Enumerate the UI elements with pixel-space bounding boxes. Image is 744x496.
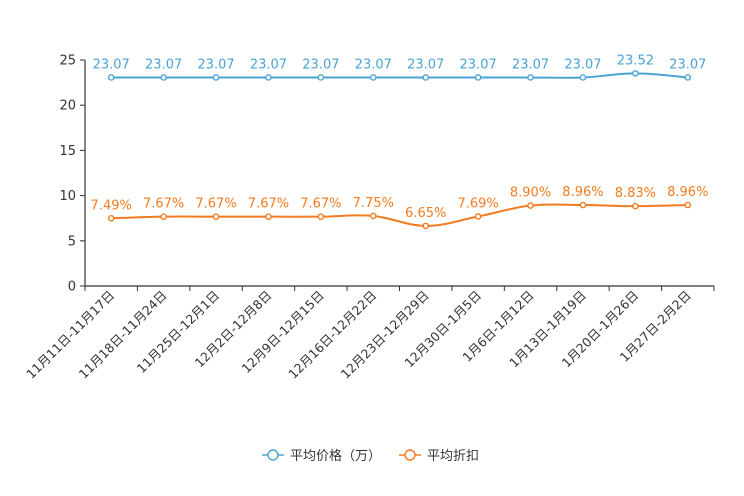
data-label: 23.07	[197, 57, 234, 72]
data-point[interactable]	[632, 202, 639, 210]
data-point[interactable]	[317, 213, 325, 220]
y-tick-label: 0	[68, 280, 76, 295]
data-label: 8.90%	[510, 186, 551, 201]
legend-marker-icon	[267, 449, 279, 461]
data-label: 8.83%	[615, 186, 656, 201]
data-label: 7.69%	[457, 196, 498, 211]
y-tick-label: 10	[59, 189, 76, 204]
data-label: 7.67%	[248, 197, 289, 212]
data-label: 23.07	[460, 57, 497, 72]
x-tick-label: 12月16日-12月22日	[285, 288, 379, 382]
data-point[interactable]	[212, 74, 220, 81]
data-label: 7.49%	[91, 198, 132, 213]
data-label: 23.52	[617, 53, 654, 68]
data-point[interactable]	[160, 74, 167, 81]
data-point[interactable]	[107, 74, 115, 81]
data-point[interactable]	[422, 222, 430, 230]
data-label: 23.07	[250, 57, 287, 72]
data-point[interactable]	[527, 74, 534, 81]
y-tick-label: 15	[59, 144, 76, 159]
y-tick-label: 5	[68, 234, 76, 249]
data-point[interactable]	[265, 74, 272, 81]
data-point[interactable]	[369, 74, 377, 81]
data-label: 7.67%	[143, 197, 184, 212]
legend-item-0[interactable]: 平均价格（万）	[262, 448, 381, 464]
data-point[interactable]	[369, 212, 377, 220]
x-tick-label: 11月11日-11月17日	[23, 288, 117, 382]
series-line-0	[111, 72, 688, 79]
data-label: 7.75%	[353, 196, 394, 211]
data-label: 23.07	[302, 57, 339, 72]
data-labels: 23.07 23.07 23.07 23.07 23.07 23.07 23.07 23.07…	[91, 53, 709, 221]
data-point[interactable]	[265, 213, 272, 220]
data-point[interactable]	[684, 74, 692, 81]
series-layer	[107, 70, 692, 230]
legend-label: 平均价格（万）	[290, 448, 381, 464]
data-point[interactable]	[474, 213, 482, 220]
data-point[interactable]	[107, 214, 115, 222]
data-label: 23.07	[145, 57, 182, 72]
data-label: 23.07	[407, 57, 444, 72]
data-label: 23.07	[669, 57, 706, 72]
series-line-1	[111, 203, 688, 227]
x-tick-label: 12月23日-12月29日	[338, 288, 432, 382]
data-point[interactable]	[212, 213, 220, 220]
legend[interactable]: 平均价格（万） 平均折扣	[262, 448, 479, 464]
y-tick-label: 25	[59, 54, 76, 69]
data-label: 7.67%	[300, 197, 341, 212]
data-label: 23.07	[564, 57, 601, 72]
data-label: 23.07	[93, 57, 130, 72]
data-point[interactable]	[684, 201, 692, 209]
legend-marker-icon	[404, 449, 416, 461]
data-label: 8.96%	[667, 185, 708, 200]
data-point[interactable]	[527, 202, 534, 209]
data-label: 23.07	[512, 57, 549, 72]
x-tick-label: 11月18日-11月24日	[76, 288, 170, 382]
data-label: 23.07	[355, 57, 392, 72]
data-point[interactable]	[317, 74, 325, 81]
data-point[interactable]	[474, 74, 482, 81]
legend-label: 平均折扣	[427, 449, 479, 464]
y-tick-label: 20	[59, 99, 76, 114]
data-point[interactable]	[632, 70, 639, 77]
data-point[interactable]	[579, 201, 587, 209]
data-point[interactable]	[422, 74, 430, 81]
data-point[interactable]	[160, 213, 167, 220]
data-point[interactable]	[579, 74, 587, 81]
data-label: 8.96%	[562, 185, 603, 200]
legend-item-1[interactable]: 平均折扣	[399, 449, 479, 464]
data-label: 7.67%	[195, 197, 236, 212]
data-label: 6.65%	[405, 206, 446, 221]
